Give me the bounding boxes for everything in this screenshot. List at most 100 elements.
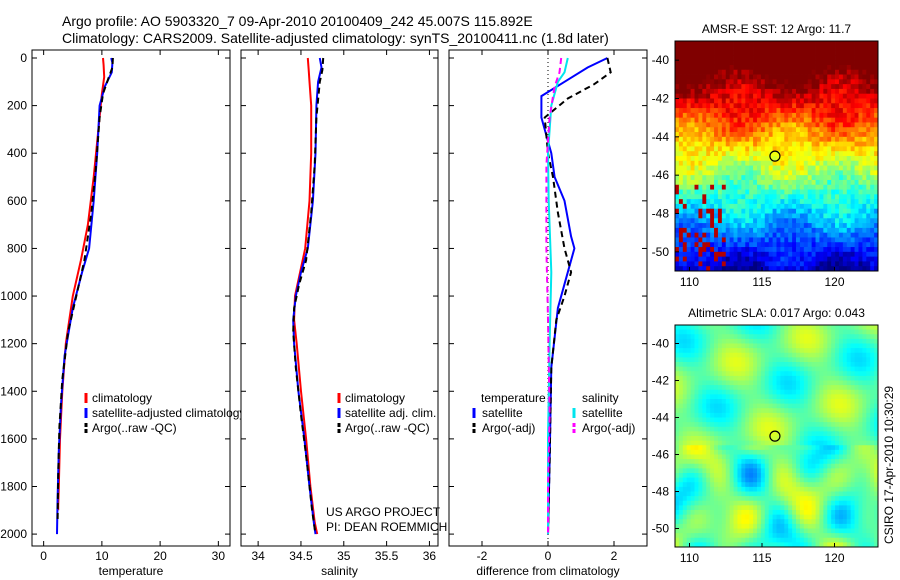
sla-cell xyxy=(686,403,692,409)
sst-cell xyxy=(675,199,680,205)
sla-cell xyxy=(835,473,840,479)
sla-cell xyxy=(733,389,738,395)
sla-cell xyxy=(803,362,809,368)
sst-cell xyxy=(792,117,797,123)
sla-cell xyxy=(842,491,848,497)
sst-cell xyxy=(678,227,684,234)
sst-cell xyxy=(846,141,852,147)
sst-cell xyxy=(799,199,805,205)
sst-cell xyxy=(838,232,844,238)
sst-cell xyxy=(760,232,766,238)
sst-cell xyxy=(866,247,871,253)
sla-cell xyxy=(702,366,707,372)
sst-cell xyxy=(756,108,762,114)
sst-cell xyxy=(675,208,680,214)
sst-cell xyxy=(686,251,692,258)
sla-cell xyxy=(764,491,770,497)
sst-cell xyxy=(792,213,797,219)
sst-cell xyxy=(803,79,809,85)
sst-cell xyxy=(776,55,781,61)
sla-cell xyxy=(698,486,703,492)
sla-cell xyxy=(874,431,878,437)
sla-cell xyxy=(753,482,758,488)
sst-cell xyxy=(678,208,684,214)
sla-cell xyxy=(737,431,742,437)
sst-cell xyxy=(819,127,824,133)
sst-cell xyxy=(796,237,801,243)
sla-cell xyxy=(675,403,680,409)
sst-cell xyxy=(870,112,875,119)
sla-cell xyxy=(686,440,692,446)
sst-cell xyxy=(866,151,871,157)
sst-cell xyxy=(768,88,773,95)
sla-cell xyxy=(694,473,699,479)
sla-cell xyxy=(792,343,797,349)
sla-cell xyxy=(725,519,731,525)
sst-cell xyxy=(729,237,734,243)
sst-cell xyxy=(854,175,859,181)
sst-cell xyxy=(842,165,848,171)
sst-cell xyxy=(776,98,781,104)
sst-cell xyxy=(803,213,809,219)
sla-cell xyxy=(675,394,680,400)
sla-cell xyxy=(803,449,809,455)
sla-cell xyxy=(760,366,766,372)
sst-cell xyxy=(768,227,773,234)
sla-cell xyxy=(737,482,742,488)
sst-cell xyxy=(874,179,878,186)
sla-cell xyxy=(678,371,684,377)
sst-cell xyxy=(768,237,773,243)
sla-cell xyxy=(714,329,719,335)
sla-cell xyxy=(780,491,785,497)
sla-cell xyxy=(788,417,793,423)
sst-cell xyxy=(675,64,680,71)
sst-cell xyxy=(741,242,746,248)
sst-cell xyxy=(760,261,766,267)
sla-cell xyxy=(714,436,719,442)
sla-cell xyxy=(694,510,699,516)
sla-cell xyxy=(807,486,813,492)
sst-cell xyxy=(788,103,793,109)
sst-cell xyxy=(741,151,746,157)
sst-cell xyxy=(694,199,699,205)
sla-cell xyxy=(776,357,781,363)
sla-cell xyxy=(764,338,770,344)
sst-cell xyxy=(776,45,781,51)
sla-cell xyxy=(741,399,746,405)
sst-cell xyxy=(835,108,840,114)
sla-cell xyxy=(753,459,758,465)
sst-cell xyxy=(811,108,816,114)
sla-cell xyxy=(764,463,770,469)
sst-cell xyxy=(717,69,723,75)
sla-cell xyxy=(756,505,762,511)
sst-cell xyxy=(796,93,801,99)
sla-cell xyxy=(866,496,871,502)
sst-cell xyxy=(706,55,711,61)
sst-cell xyxy=(874,108,878,114)
sst-cell xyxy=(760,64,766,71)
sla-cell xyxy=(717,408,723,414)
sla-cell xyxy=(694,338,699,344)
sst-cell xyxy=(799,117,805,123)
sst-cell xyxy=(803,60,809,66)
sla-cell xyxy=(675,352,680,358)
sla-cell xyxy=(768,505,773,511)
sst-cell xyxy=(796,127,801,133)
sst-cell xyxy=(694,50,699,56)
sla-cell xyxy=(686,449,692,455)
sst-cell xyxy=(768,179,773,186)
sst-cell xyxy=(811,122,816,128)
sla-cell xyxy=(796,371,801,377)
sst-cell xyxy=(870,156,875,162)
sst-cell xyxy=(686,223,692,229)
series-line-salinity-argo-adj- xyxy=(545,57,563,535)
sla-cell xyxy=(838,334,844,340)
sst-cell xyxy=(682,242,688,248)
sla-cell xyxy=(694,422,699,428)
sla-cell xyxy=(811,362,816,368)
sla-cell xyxy=(807,343,813,349)
sst-cell xyxy=(686,88,692,95)
sst-cell xyxy=(811,160,816,166)
sst-cell xyxy=(858,55,863,61)
sla-cell xyxy=(721,468,727,474)
